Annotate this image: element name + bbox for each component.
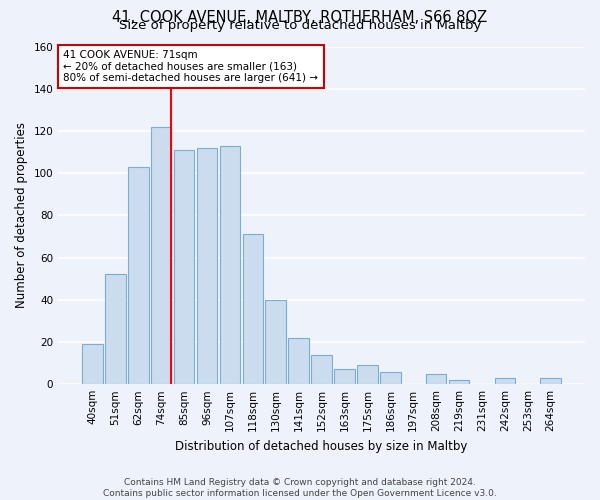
Bar bbox=[197, 148, 217, 384]
Bar bbox=[151, 126, 172, 384]
Bar bbox=[334, 370, 355, 384]
Bar bbox=[541, 378, 561, 384]
Bar bbox=[128, 167, 149, 384]
Bar bbox=[289, 338, 309, 384]
Text: Contains HM Land Registry data © Crown copyright and database right 2024.
Contai: Contains HM Land Registry data © Crown c… bbox=[103, 478, 497, 498]
Bar bbox=[265, 300, 286, 384]
Bar bbox=[82, 344, 103, 384]
Bar bbox=[174, 150, 194, 384]
Bar bbox=[105, 274, 125, 384]
Y-axis label: Number of detached properties: Number of detached properties bbox=[15, 122, 28, 308]
Text: 41 COOK AVENUE: 71sqm
← 20% of detached houses are smaller (163)
80% of semi-det: 41 COOK AVENUE: 71sqm ← 20% of detached … bbox=[64, 50, 319, 83]
Bar bbox=[311, 354, 332, 384]
Bar bbox=[380, 372, 401, 384]
Text: 41, COOK AVENUE, MALTBY, ROTHERHAM, S66 8QZ: 41, COOK AVENUE, MALTBY, ROTHERHAM, S66 … bbox=[112, 10, 488, 25]
Bar bbox=[357, 365, 378, 384]
Bar bbox=[449, 380, 469, 384]
Bar bbox=[426, 374, 446, 384]
Text: Size of property relative to detached houses in Maltby: Size of property relative to detached ho… bbox=[119, 18, 481, 32]
X-axis label: Distribution of detached houses by size in Maltby: Distribution of detached houses by size … bbox=[175, 440, 468, 452]
Bar bbox=[494, 378, 515, 384]
Bar bbox=[242, 234, 263, 384]
Bar bbox=[220, 146, 240, 384]
